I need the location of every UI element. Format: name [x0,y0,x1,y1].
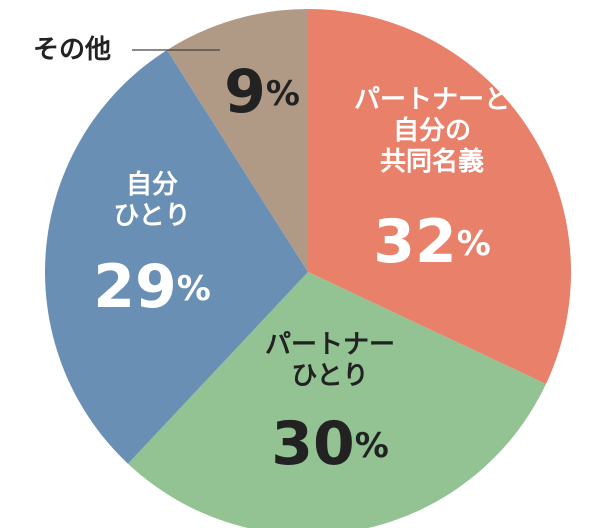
category-label: パートナーひとり [265,330,395,391]
value-part: 29 [93,252,177,322]
category-line: パートナー [265,330,395,360]
category-label: 自分ひとり [113,169,190,231]
category-line: その他 [33,35,111,65]
value-part: 9 [224,57,266,127]
value-label: 9% [224,57,300,127]
value-part: % [457,224,491,264]
category-line: ひとり [113,201,190,231]
value-label: 30% [271,409,389,479]
pie-slice [127,272,546,528]
category-label: その他 [33,35,111,65]
category-label: パートナーと自分の共同名義 [354,85,510,177]
value-part: 30 [271,409,355,479]
value-part: 32 [373,207,457,277]
value-label: 29% [93,252,211,322]
category-line: 共同名義 [380,146,484,177]
value-label: 32% [373,207,491,277]
value-part: % [355,426,389,466]
category-line: 自分 [126,169,178,200]
value-part: % [177,269,211,309]
category-line: 自分の [393,115,471,146]
category-line: パートナーと [354,85,510,115]
value-part: % [266,74,300,114]
pie-slice [44,49,308,464]
pie-slice [167,9,308,272]
category-line: ひとり [291,361,368,391]
pie-slice [308,9,571,384]
